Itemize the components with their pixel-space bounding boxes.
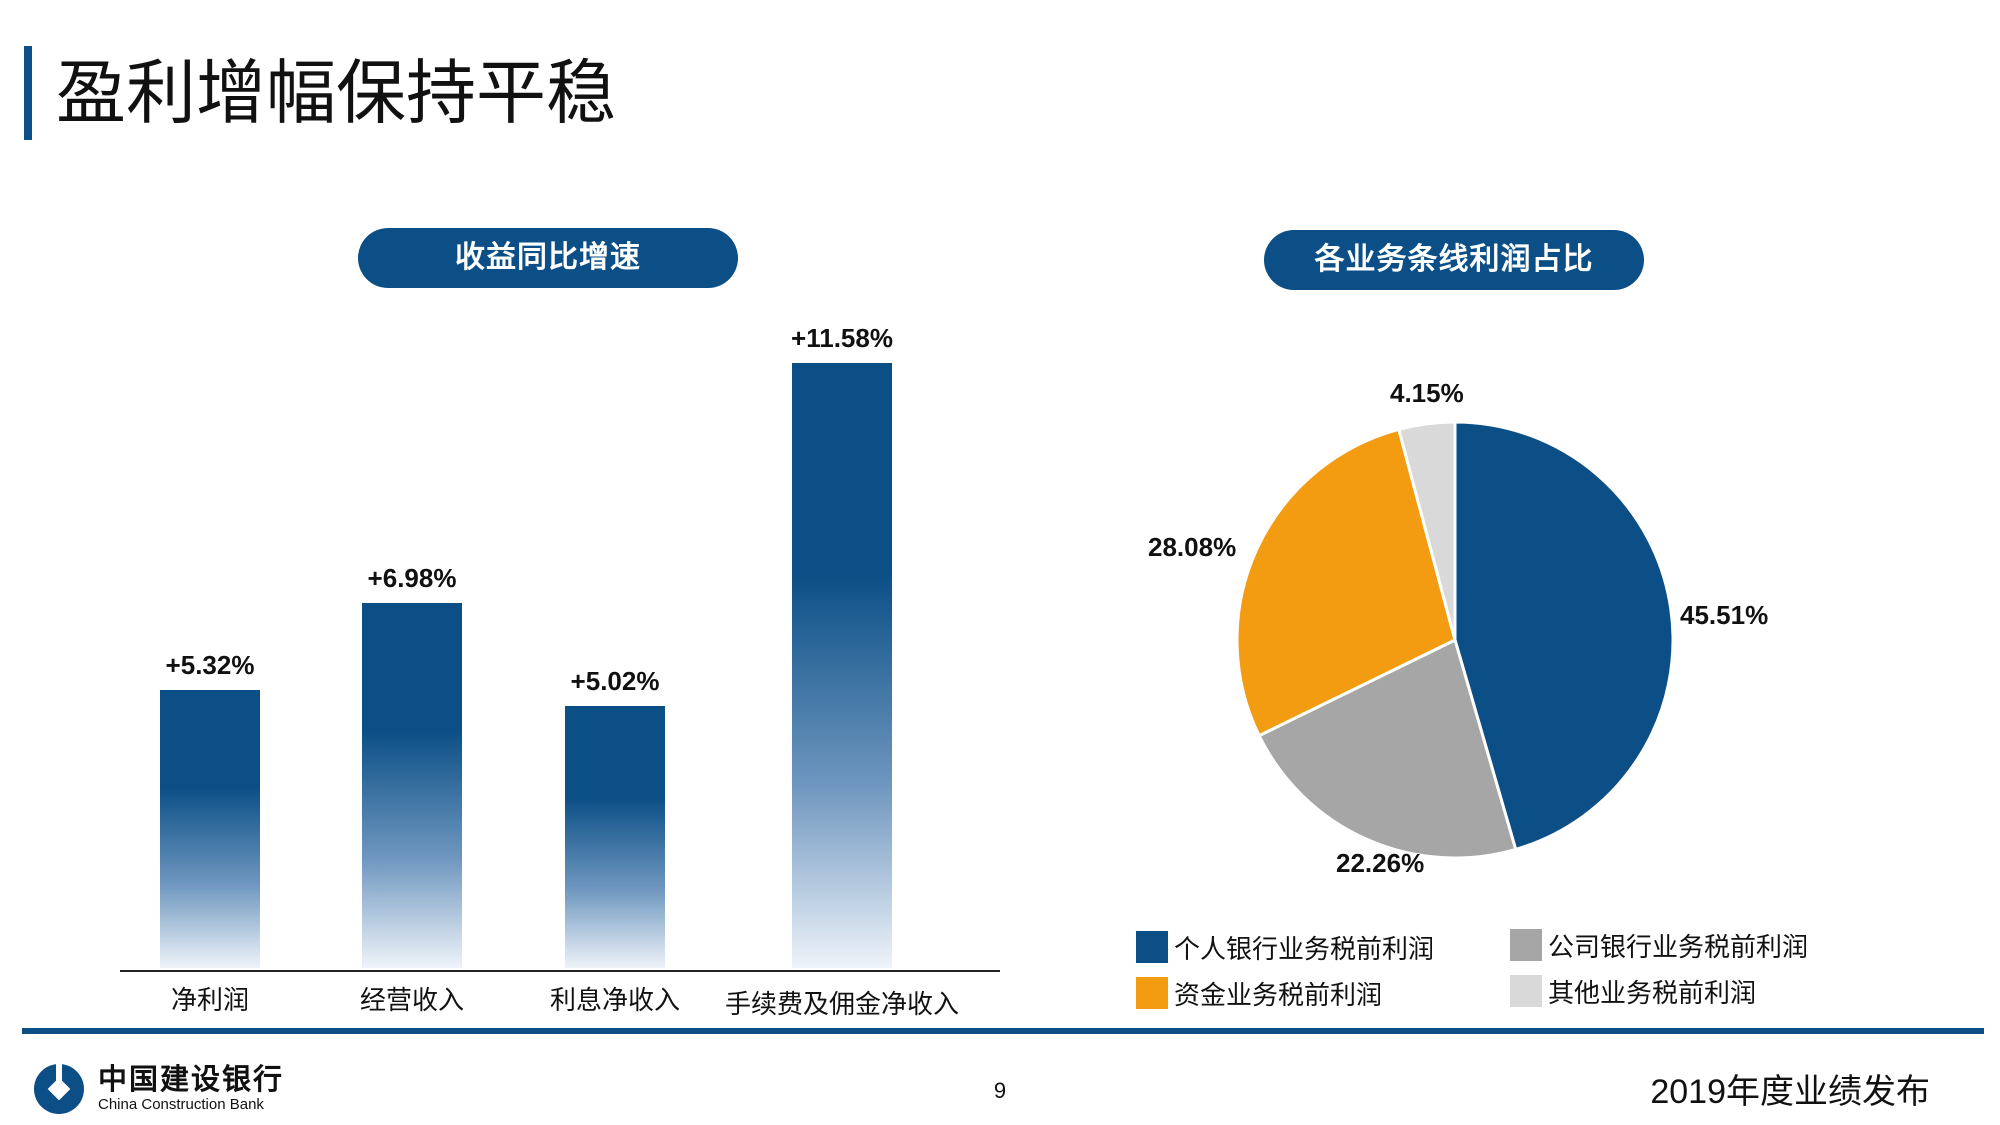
legend-label: 其他业务税前利润 [1548,977,1757,1008]
footer-divider [22,1028,1984,1034]
logo-english-name: China Construction Bank [98,1096,264,1113]
ccb-logo-icon [34,1062,84,1114]
bar-category-label: 手续费及佣金净收入 [724,989,959,1019]
legend-label: 公司银行业务税前利润 [1548,931,1809,962]
bar-chart-baseline [120,970,1000,972]
bar-data-label: +5.02% [570,665,660,696]
bank-logo: 中国建设银行 China Construction Bank [32,1062,284,1116]
logo-chinese-name: 中国建设银行 [98,1064,285,1096]
bar-2 [565,705,665,968]
pie-data-label: 22.26% [1336,848,1425,878]
pie-data-label: 45.51% [1680,600,1769,630]
legend-swatch [1510,929,1542,961]
legend-item-personal-banking: 个人银行业务税前利润 [1136,930,1434,964]
bar-category-label: 利息净收入 [549,985,680,1015]
page-title: 盈利增幅保持平稳 [56,54,616,132]
legend-item-others: 其他业务税前利润 [1510,974,1756,1008]
bar-1 [362,603,462,968]
pie-slice-3 [1396,420,1457,641]
bar-chart-title: 收益同比增速 [358,228,738,288]
report-title: 2019年度业绩发布 [1650,1073,1930,1111]
page-number: 9 [993,1078,1007,1103]
bar-data-label: +11.58% [791,323,893,353]
legend-label: 资金业务税前利润 [1174,979,1383,1010]
legend-swatch [1510,975,1542,1007]
legend-label: 个人银行业务税前利润 [1174,933,1435,964]
title-accent-bar [24,46,32,140]
pie-data-label: 28.08% [1148,532,1237,562]
bar-data-label: +6.98% [367,563,457,594]
legend-item-treasury: 资金业务税前利润 [1136,976,1382,1010]
pie-data-label: 4.15% [1390,378,1464,408]
pie-slice-0 [1453,420,1675,852]
pie-slice-1 [1257,637,1518,860]
bar-0 [160,690,260,968]
legend-swatch [1136,977,1168,1009]
pie-chart [1235,420,1675,860]
bar-data-label: +5.32% [165,650,255,681]
legend-swatch [1136,931,1168,963]
bar-3 [792,363,892,968]
bar-category-label: 经营收入 [359,985,464,1015]
legend-item-corporate-banking: 公司银行业务税前利润 [1510,928,1808,962]
bar-category-label: 净利润 [170,985,249,1015]
pie-slice-2 [1235,427,1457,738]
pie-chart-title: 各业务条线利润占比 [1264,230,1644,290]
